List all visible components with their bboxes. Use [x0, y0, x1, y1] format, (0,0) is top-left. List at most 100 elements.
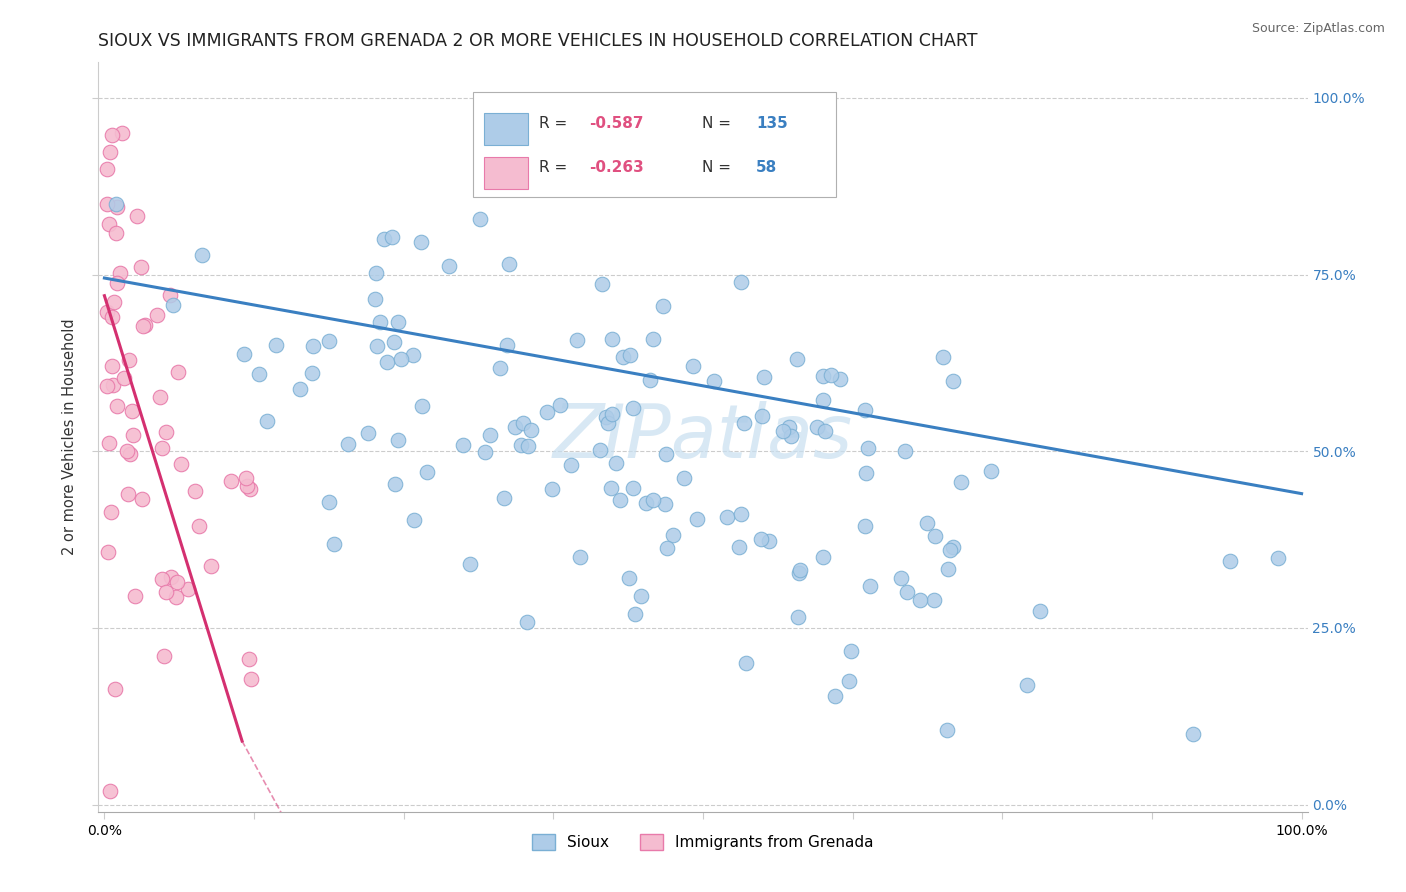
Immigrants from Grenada: [97, 436, 120, 450]
Sioux: [516, 615, 538, 630]
Sioux: [673, 470, 696, 484]
Immigrants from Grenada: [155, 585, 177, 599]
Sioux: [734, 657, 756, 671]
Immigrants from Grenada: [134, 318, 156, 333]
Immigrants from Grenada: [96, 162, 118, 177]
Sioux: [634, 496, 657, 510]
Immigrants from Grenada: [111, 126, 134, 140]
Sioux: [602, 332, 624, 346]
Immigrants from Grenada: [96, 379, 118, 393]
Text: ZIPatlas: ZIPatlas: [553, 401, 853, 473]
Immigrants from Grenada: [165, 590, 187, 604]
Immigrants from Grenada: [166, 575, 188, 590]
Immigrants from Grenada: [131, 491, 153, 506]
Sioux: [474, 444, 496, 458]
Sioux: [942, 540, 965, 554]
Sioux: [364, 293, 387, 307]
Sioux: [853, 403, 876, 417]
Immigrants from Grenada: [150, 441, 173, 455]
Immigrants from Grenada: [115, 444, 138, 458]
Immigrants from Grenada: [240, 673, 263, 687]
Sioux: [375, 354, 398, 368]
Sioux: [368, 315, 391, 329]
Immigrants from Grenada: [96, 304, 118, 318]
Sioux: [980, 464, 1002, 478]
Sioux: [824, 689, 846, 703]
Sioux: [779, 429, 801, 443]
Sioux: [838, 674, 860, 689]
Sioux: [560, 458, 582, 472]
Immigrants from Grenada: [97, 217, 120, 231]
Sioux: [451, 438, 474, 452]
Immigrants from Grenada: [96, 196, 118, 211]
Sioux: [917, 516, 939, 531]
Sioux: [401, 348, 423, 362]
Sioux: [758, 534, 780, 549]
Sioux: [357, 425, 380, 440]
Sioux: [787, 609, 810, 624]
Sioux: [256, 414, 278, 428]
Immigrants from Grenada: [100, 505, 122, 519]
Sioux: [548, 398, 571, 412]
Sioux: [811, 549, 834, 564]
Immigrants from Grenada: [105, 399, 128, 413]
Sioux: [1029, 604, 1052, 618]
Immigrants from Grenada: [121, 404, 143, 418]
Sioux: [605, 456, 627, 470]
Sioux: [232, 346, 254, 360]
Sioux: [162, 298, 184, 312]
Immigrants from Grenada: [122, 428, 145, 442]
Sioux: [655, 541, 678, 555]
Sioux: [600, 407, 623, 421]
Immigrants from Grenada: [150, 572, 173, 586]
Sioux: [612, 351, 634, 365]
Sioux: [811, 393, 834, 408]
Sioux: [496, 338, 519, 352]
Immigrants from Grenada: [107, 277, 129, 291]
Immigrants from Grenada: [146, 308, 169, 322]
Sioux: [617, 571, 640, 585]
Sioux: [1267, 551, 1289, 566]
Sioux: [323, 537, 346, 551]
Legend: Sioux, Immigrants from Grenada: Sioux, Immigrants from Grenada: [526, 829, 880, 856]
Sioux: [752, 369, 775, 384]
Immigrants from Grenada: [132, 318, 155, 333]
Y-axis label: 2 or more Vehicles in Household: 2 or more Vehicles in Household: [62, 318, 77, 556]
Immigrants from Grenada: [219, 474, 242, 488]
Sioux: [813, 368, 835, 383]
Immigrants from Grenada: [153, 648, 176, 663]
Sioux: [778, 419, 800, 434]
Text: SIOUX VS IMMIGRANTS FROM GRENADA 2 OR MORE VEHICLES IN HOUSEHOLD CORRELATION CHA: SIOUX VS IMMIGRANTS FROM GRENADA 2 OR MO…: [98, 32, 979, 50]
Sioux: [468, 211, 491, 226]
Sioux: [922, 592, 945, 607]
Sioux: [908, 592, 931, 607]
Sioux: [890, 571, 912, 585]
Text: Source: ZipAtlas.com: Source: ZipAtlas.com: [1251, 22, 1385, 36]
Sioux: [498, 257, 520, 271]
Sioux: [505, 419, 527, 434]
Sioux: [936, 561, 959, 575]
Sioux: [942, 374, 965, 388]
Sioux: [730, 275, 752, 289]
Immigrants from Grenada: [108, 266, 131, 280]
Sioux: [595, 409, 617, 424]
Immigrants from Grenada: [117, 487, 139, 501]
Sioux: [949, 475, 972, 489]
Sioux: [733, 416, 755, 430]
Sioux: [382, 334, 405, 349]
Sioux: [373, 231, 395, 245]
Sioux: [520, 423, 543, 437]
Sioux: [932, 350, 955, 364]
Sioux: [1219, 554, 1241, 568]
Immigrants from Grenada: [105, 227, 128, 241]
Sioux: [1182, 727, 1205, 741]
Immigrants from Grenada: [105, 200, 128, 214]
Sioux: [488, 361, 510, 376]
Sioux: [494, 491, 516, 506]
Sioux: [389, 352, 412, 367]
Sioux: [384, 476, 406, 491]
Immigrants from Grenada: [124, 589, 146, 603]
Sioux: [651, 299, 673, 313]
Immigrants from Grenada: [117, 352, 139, 367]
Immigrants from Grenada: [118, 447, 141, 461]
